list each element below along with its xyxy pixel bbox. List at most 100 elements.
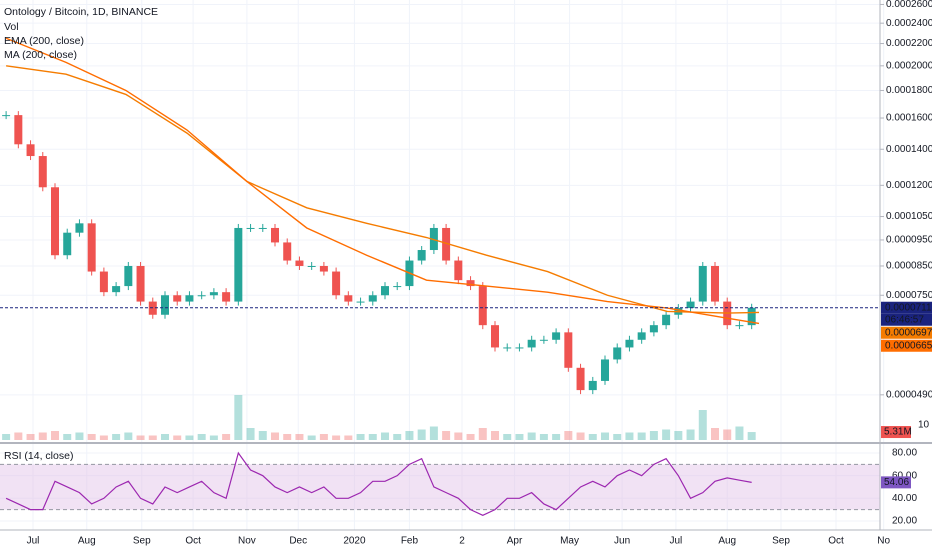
- y-tick-label: 0.0001400: [886, 144, 932, 155]
- volume-bar: [63, 434, 72, 440]
- x-tick-label: Apr: [507, 536, 523, 547]
- candle: [588, 380, 597, 391]
- rsi-title: RSI (14, close): [4, 450, 73, 462]
- candle: [124, 265, 133, 287]
- volume-bar: [662, 429, 671, 440]
- candle: [185, 295, 194, 302]
- volume-bar: [258, 431, 267, 440]
- y-tick-label: 0.0001800: [886, 85, 932, 96]
- volume-bar: [393, 434, 402, 440]
- candle: [173, 295, 182, 302]
- ema-badge: 0.0000697: [885, 327, 932, 338]
- volume-bar: [747, 432, 756, 440]
- ma-badge: 0.0000665: [885, 340, 932, 351]
- volume-bar: [723, 429, 732, 440]
- volume-bar: [14, 432, 23, 440]
- rsi-tick-label: 80.00: [892, 448, 917, 459]
- ema-badge-bg: [881, 326, 932, 339]
- x-tick-label: 2020: [343, 536, 366, 547]
- volume-bar: [649, 431, 658, 440]
- volume-bar: [148, 435, 157, 440]
- candle: [368, 295, 377, 302]
- candle: [747, 307, 756, 326]
- volume-bar: [735, 426, 744, 440]
- candle: [112, 286, 121, 293]
- candle: [527, 339, 536, 348]
- volume-bar: [552, 434, 561, 440]
- volume-bar: [381, 432, 389, 440]
- volume-bar: [368, 434, 377, 440]
- candle: [197, 295, 206, 297]
- volume-bar: [295, 434, 304, 440]
- volume-bar: [112, 434, 121, 440]
- volume-bar: [283, 434, 292, 440]
- volume-bar: [527, 432, 536, 440]
- x-tick-label: Jul: [27, 536, 40, 547]
- volume-bar: [124, 432, 133, 440]
- candle: [51, 187, 59, 256]
- candle: [417, 250, 426, 261]
- volume-bar: [564, 431, 573, 440]
- countdown-badge: 06:46:57: [885, 314, 924, 325]
- candle: [2, 115, 11, 117]
- x-tick-label: Oct: [828, 536, 844, 547]
- volume-bar: [576, 432, 585, 440]
- x-tick-label: Sep: [133, 536, 151, 547]
- volume-bar: [686, 429, 695, 440]
- volume-bar: [271, 432, 279, 440]
- ma-line: [5, 37, 760, 325]
- plot: [0, 37, 880, 516]
- volume-bar: [307, 435, 316, 440]
- volume-bar: [466, 434, 475, 440]
- candle: [222, 292, 231, 302]
- volume-bar: [332, 435, 341, 440]
- rsi-line: [5, 451, 752, 516]
- volume-bar: [51, 431, 59, 440]
- candle: [87, 223, 96, 272]
- volume-bar: [197, 434, 206, 440]
- candle: [258, 227, 267, 229]
- candle: [649, 325, 658, 333]
- x-tick-label: Nov: [238, 536, 256, 547]
- x-tick-label: Aug: [78, 536, 96, 547]
- chart-title: Ontology / Bitcoin, 1D, BINANCE: [4, 6, 158, 18]
- x-tick-label: May: [560, 536, 579, 547]
- candle: [735, 325, 744, 327]
- candle: [161, 295, 169, 315]
- candle: [564, 332, 573, 368]
- volume-bar: [87, 434, 96, 440]
- x-tick-label: Aug: [718, 536, 736, 547]
- candle: [209, 292, 218, 296]
- ema-line: [6, 65, 760, 314]
- volume-bar: [234, 395, 243, 440]
- last-price-badge: 0.0000711: [885, 302, 932, 313]
- y-tick-label: 0.0001200: [886, 180, 932, 191]
- volume-bar: [356, 434, 365, 440]
- candle: [711, 265, 719, 302]
- candle: [319, 265, 328, 272]
- candle: [491, 325, 499, 348]
- x-tick-label: Sep: [772, 536, 790, 547]
- volume-badge: 5.31M: [884, 427, 912, 438]
- legend-ema: EMA (200, close): [4, 35, 84, 47]
- volume-bar: [185, 435, 194, 440]
- candle: [454, 260, 463, 281]
- candle: [307, 265, 316, 267]
- candle: [14, 115, 23, 145]
- candle: [75, 223, 84, 233]
- volume-bar: [222, 434, 231, 440]
- rsi-tick-label: 60.00: [892, 470, 917, 481]
- rsi-badge-bg: [881, 476, 911, 489]
- rsi-tick-label: 20.00: [892, 516, 917, 527]
- x-tick-label: 2: [459, 536, 465, 547]
- candle: [393, 286, 402, 288]
- x-tick-label: No: [877, 536, 890, 547]
- axes: Jul Aug Sep Oct Nov Dec 2020 Feb 2 Apr May Jun Jul Au…: [27, 0, 932, 547]
- volume-bar: [674, 431, 683, 440]
- y-tick-label: 0.0002600: [886, 0, 932, 10]
- volume-bar: [539, 434, 548, 440]
- candle: [381, 286, 389, 296]
- candle: [576, 367, 585, 391]
